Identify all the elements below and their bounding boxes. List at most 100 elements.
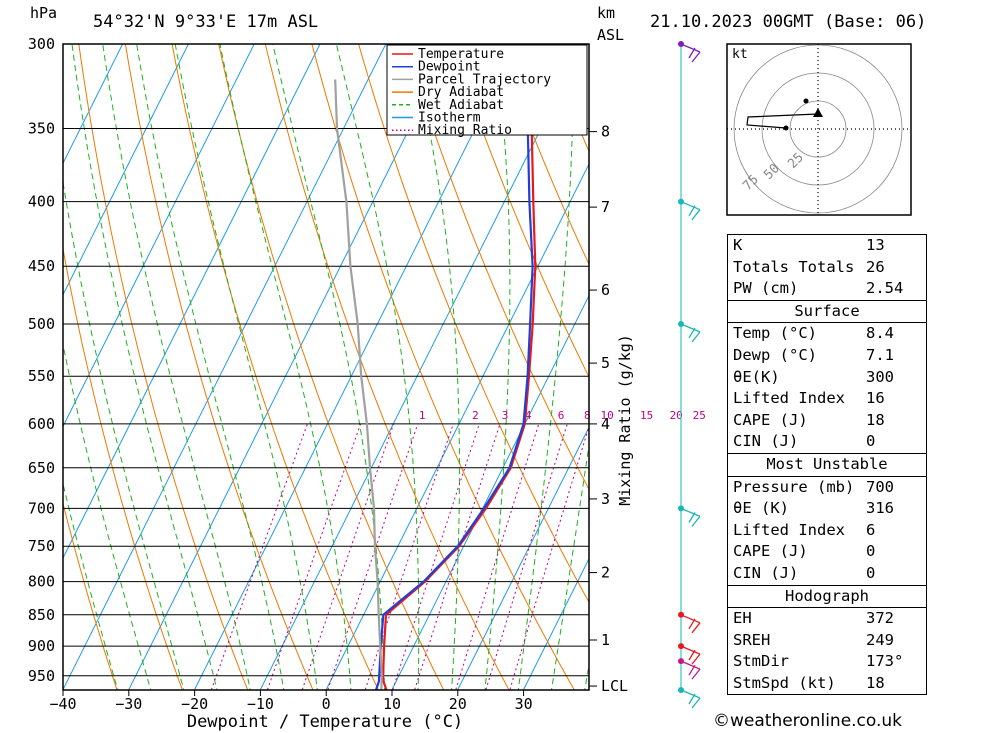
- index-label: Dewp (°C): [733, 345, 817, 364]
- datetime-title: 21.10.2023 00GMT (Base: 06): [650, 12, 926, 32]
- legend-label: Mixing Ratio: [418, 123, 512, 138]
- wind-profile: [678, 41, 701, 709]
- wet-adiabat-line: [174, 44, 318, 690]
- wet-adiabat-line: [63, 342, 152, 690]
- height-tick-label: LCL: [601, 677, 628, 695]
- wet-adiabat-line: [136, 44, 285, 690]
- index-row: CIN (J) 0: [728, 431, 926, 453]
- pressure-tick-label: 450: [28, 257, 55, 275]
- index-label: StmDir: [733, 652, 789, 671]
- index-value: 300: [866, 367, 894, 386]
- index-label: PW (cm): [733, 279, 799, 298]
- dry-adiabat-line: [171, 44, 379, 690]
- index-label: SREH: [733, 630, 771, 649]
- legend-label: Temperature: [418, 47, 504, 62]
- wind-barb: [680, 614, 701, 634]
- hodograph-unit: kt: [732, 47, 748, 62]
- wet-adiabat-line: [484, 44, 511, 690]
- pressure-tick-label: 300: [28, 35, 55, 53]
- isobar-lines: [63, 43, 589, 677]
- profile-lines: [334, 44, 537, 690]
- pressure-tick-label: 650: [28, 459, 55, 477]
- index-value: 7.1: [866, 345, 894, 364]
- pressure-tick-label: 900: [28, 637, 55, 655]
- indices-main-box: K 13 Totals Totals 26 PW (cm) 2.54: [727, 234, 927, 300]
- index-label: Totals Totals: [733, 257, 855, 276]
- dry-adiabat-line: [497, 44, 589, 266]
- mixing-ratio-label: 25: [693, 409, 706, 422]
- dry-adiabat-line: [358, 44, 589, 604]
- temperature-axis: −40 −30 −20 −10 0 10 20 30: [49, 690, 533, 713]
- height-tick-label: 2: [601, 564, 610, 582]
- index-label: CAPE (J): [733, 542, 808, 561]
- dry-adiabat-line: [78, 44, 249, 690]
- index-label: θE (K): [733, 499, 789, 518]
- isotherm-line: [63, 44, 387, 690]
- index-row: StmSpd (kt) 18: [728, 673, 926, 695]
- index-label: Temp (°C): [733, 324, 817, 343]
- height-axis: 8 7 6 5 4 3 2 1 LCL: [589, 123, 628, 695]
- wet-adiabat-line: [71, 44, 218, 690]
- wet-adiabat-line: [550, 442, 589, 690]
- index-row: Temp (°C) 8.4: [728, 323, 926, 345]
- pressure-tick-label: 850: [28, 606, 55, 624]
- dry-adiabat-line: [264, 44, 510, 690]
- isotherm-line: [128, 44, 453, 690]
- wind-barb: [680, 507, 701, 527]
- wet-adiabat-line: [272, 44, 386, 690]
- location-title: 54°32'N 9°33'E 17m ASL: [93, 12, 318, 32]
- km-unit: km: [597, 4, 615, 22]
- temperature-tick-label: −10: [247, 695, 274, 713]
- index-row: CAPE (J) 18: [728, 410, 926, 432]
- index-value: 372: [866, 609, 894, 628]
- index-value: 316: [866, 499, 894, 518]
- index-value: 26: [866, 257, 885, 276]
- isotherm-line: [325, 162, 589, 690]
- index-label: Pressure (mb): [733, 477, 855, 496]
- height-tick-label: 8: [601, 123, 610, 141]
- plot-frame: [62, 43, 590, 691]
- pressure-tick-label: 950: [28, 667, 55, 685]
- wind-barb: [680, 201, 701, 221]
- pressure-unit: hPa: [30, 4, 57, 22]
- index-value: 6: [866, 520, 876, 539]
- index-value: 0: [866, 432, 876, 451]
- height-tick-label: 6: [601, 281, 610, 299]
- pressure-tick-label: 600: [28, 415, 55, 433]
- index-value: 700: [866, 477, 894, 496]
- hodograph-point: [803, 98, 809, 104]
- pressure-tick-label: 550: [28, 367, 55, 385]
- surface-box: Surface Temp (°C) 8.4 Dewp (°C) 7.1 θE(K) 300…: [727, 299, 927, 453]
- index-value: 18: [866, 410, 885, 429]
- index-value: 16: [866, 389, 885, 408]
- index-row: StmDir 173°: [728, 651, 926, 673]
- legend-label: Parcel Trajectory: [418, 72, 551, 87]
- isotherm-line: [63, 44, 124, 165]
- index-row: Totals Totals 26: [728, 257, 926, 279]
- temperature-tick-label: 0: [322, 695, 331, 713]
- wet-adiabat-line: [102, 44, 251, 690]
- isotherm-line: [522, 557, 589, 690]
- hodograph-index-title: Hodograph: [728, 586, 926, 609]
- isotherm-line: [193, 44, 518, 690]
- wind-barb: [680, 689, 701, 709]
- legend-box: [386, 44, 588, 136]
- mixing-ratio-label: 6: [558, 409, 565, 422]
- index-row: CIN (J) 0: [728, 563, 926, 585]
- mixing-ratio-label: 20: [670, 409, 683, 422]
- index-value: 8.4: [866, 324, 894, 343]
- pressure-tick-label: 350: [28, 119, 55, 137]
- pressure-tick-label: 400: [28, 193, 55, 211]
- index-value: 2.54: [866, 279, 904, 298]
- temperature-tick-label: 20: [449, 695, 467, 713]
- temperature-tick-label: −40: [49, 695, 76, 713]
- index-label: CIN (J): [733, 563, 799, 582]
- isotherm-line: [63, 44, 255, 428]
- height-tick-label: 7: [601, 198, 610, 216]
- index-value: 13: [866, 236, 885, 254]
- mixing-ratio-line: [509, 424, 589, 690]
- indices-panel: K 13 Totals Totals 26 PW (cm) 2.54 Surface Te…: [727, 234, 927, 696]
- temperature-tick-label: 30: [515, 695, 533, 713]
